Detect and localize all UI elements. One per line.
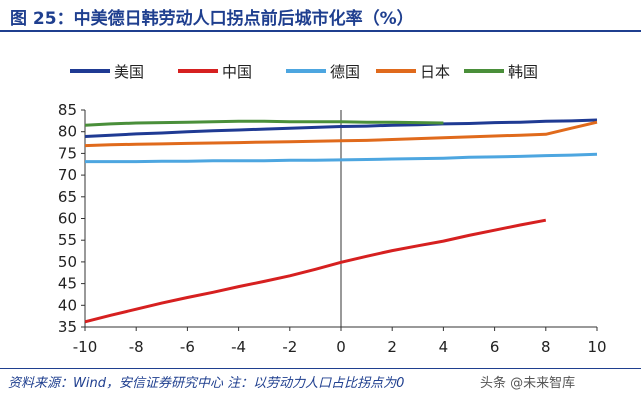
legend-label: 日本 (420, 63, 450, 81)
y-tick-label: 35 (58, 318, 77, 336)
y-tick-label: 70 (58, 166, 77, 184)
y-tick-label: 50 (58, 253, 77, 271)
series-line-4 (84, 119, 444, 127)
y-tick-label: 80 (58, 123, 77, 141)
y-tick-label: 85 (58, 101, 77, 119)
y-tick-label: 40 (58, 296, 77, 314)
x-tick-label: -6 (180, 338, 195, 356)
y-tick-label: 65 (58, 188, 77, 206)
legend-label: 中国 (222, 63, 252, 81)
y-tick-label: 60 (58, 210, 77, 228)
x-tick-label: 10 (587, 338, 606, 356)
source-divider (0, 368, 641, 369)
y-tick-label: 45 (58, 275, 77, 293)
series-line-3 (84, 120, 598, 148)
chart-title: 图 25：中美德日韩劳动人口拐点前后城市化率（%） (10, 9, 414, 29)
x-tick-label: -2 (282, 338, 297, 356)
x-tick-label: 6 (490, 338, 500, 356)
chart-legend: 美国 中国 德国 日本 韩国 (70, 63, 538, 81)
source-note: 资料来源：Wind，安信证券研究中心 注：以劳动力人口占比拐点为0 (8, 376, 405, 391)
series-line-0 (84, 118, 598, 138)
watermark-text: 头条 @未来智库 (480, 376, 576, 391)
x-tick-label: 8 (541, 338, 551, 356)
chart-axes: 35 40 45 50 55 60 65 70 75 80 85 -10 -8 -6 -4 -2 0 2 4 6 8 10 (58, 101, 607, 356)
x-tick-label: 2 (387, 338, 397, 356)
y-tick-label: 75 (58, 144, 77, 162)
series-line-2 (85, 152, 598, 164)
chart-series (84, 118, 598, 324)
x-tick-label: -4 (231, 338, 246, 356)
legend-label: 德国 (330, 63, 360, 81)
x-tick-label: 0 (336, 338, 346, 356)
y-tick-label: 55 (58, 231, 77, 249)
x-tick-label: 4 (439, 338, 449, 356)
title-divider (0, 30, 641, 32)
x-tick-label: -10 (73, 338, 98, 356)
legend-label: 韩国 (508, 63, 538, 81)
x-tick-label: -8 (129, 338, 144, 356)
legend-label: 美国 (114, 63, 144, 81)
series-line-1 (84, 218, 547, 324)
